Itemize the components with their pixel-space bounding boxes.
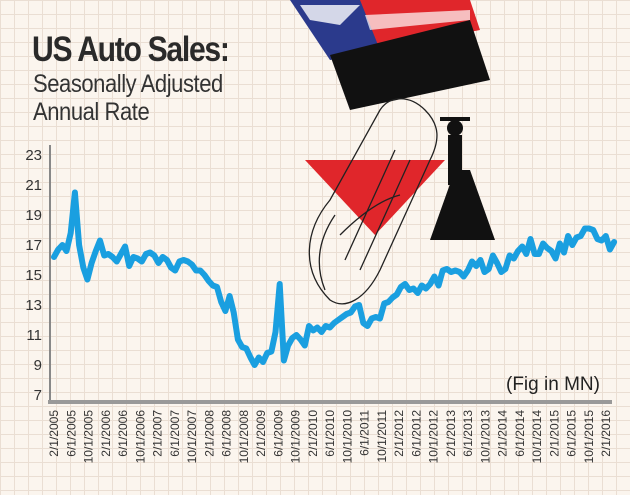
x-tick-label: 6/1/2014: [513, 410, 527, 457]
y-tick-label: 13: [25, 297, 42, 314]
x-tick-label: 6/1/2009: [271, 410, 285, 457]
x-tick-label: 10/1/2014: [530, 410, 544, 464]
x-tick-label: 6/1/2011: [358, 410, 372, 456]
chart-subtitle-line-2: Annual Rate: [33, 98, 150, 126]
x-tick-label: 2/1/2009: [254, 410, 268, 457]
x-tick-label: 10/1/2015: [582, 410, 596, 464]
chart-title: US Auto Sales:: [32, 30, 230, 69]
unit-note: (Fig in MN): [506, 374, 600, 395]
x-tick-label: 6/1/2006: [116, 410, 130, 457]
x-tick-label: 10/1/2011: [375, 410, 389, 463]
person-silhouette-icon: [430, 117, 495, 240]
x-tick-label: 2/1/2013: [444, 410, 458, 457]
y-tick-label: 19: [25, 207, 42, 224]
series-line: [51, 189, 618, 368]
y-tick-label: 9: [34, 357, 42, 374]
x-tick-label: 6/1/2005: [64, 410, 78, 457]
x-tick-label: 2/1/2012: [392, 410, 406, 457]
y-tick-label: 17: [25, 237, 42, 254]
x-tick-label: 10/1/2010: [340, 410, 354, 464]
x-tick-label: 10/1/2009: [289, 410, 303, 464]
x-tick-label: 6/1/2008: [220, 410, 234, 457]
x-tick-label: 10/1/2012: [427, 410, 441, 464]
x-tick-label: 2/1/2007: [151, 410, 165, 457]
x-tick-label: 10/1/2007: [185, 410, 199, 464]
x-tick-label: 6/1/2007: [168, 410, 182, 457]
x-tick-label: 10/1/2005: [82, 410, 96, 464]
x-tick-label: 10/1/2008: [237, 410, 251, 464]
y-tick-label: 15: [25, 267, 42, 284]
down-arrow-icon: [305, 160, 445, 235]
x-tick-label: 2/1/2005: [47, 410, 61, 457]
us-flag-icon: [290, 0, 490, 110]
x-tick-label: 2/1/2014: [496, 410, 510, 457]
chart-subtitle-line-1: Seasonally Adjusted: [33, 70, 223, 98]
x-tick-label: 2/1/2016: [599, 410, 613, 457]
x-tick-label: 2/1/2008: [202, 410, 216, 457]
x-tick-label: 6/1/2013: [461, 410, 475, 457]
y-tick-label: 7: [34, 387, 42, 404]
x-tick-label: 10/1/2006: [133, 410, 147, 464]
x-tick-label: 2/1/2015: [547, 410, 561, 457]
x-tick-label: 2/1/2010: [306, 410, 320, 457]
y-tick-label: 23: [25, 147, 42, 164]
x-tick-label: 6/1/2012: [409, 410, 423, 457]
y-tick-label: 11: [26, 327, 42, 344]
y-tick-label: 21: [25, 177, 42, 194]
x-tick-label: 10/1/2013: [478, 410, 492, 464]
car-sketch-icon: [308, 98, 438, 305]
x-tick-label: 6/1/2010: [323, 410, 337, 457]
x-tick-label: 6/1/2015: [565, 410, 579, 457]
x-tick-label: 2/1/2006: [99, 410, 113, 457]
